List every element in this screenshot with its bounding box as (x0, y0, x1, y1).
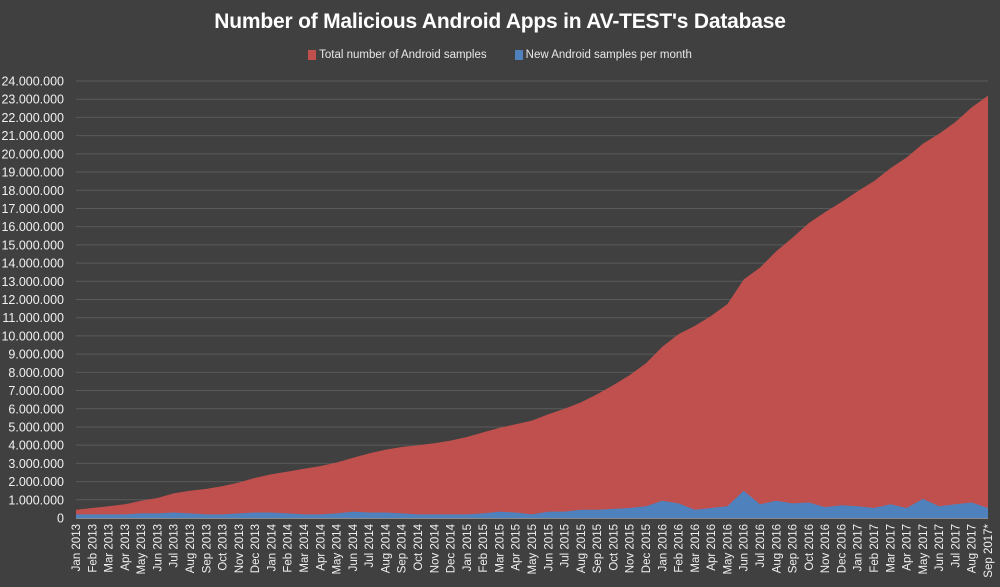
y-tick-label: 12.000.000 (1, 293, 64, 307)
legend-swatch-new (514, 50, 523, 60)
x-tick-label: Apr 2014 (315, 523, 327, 570)
x-tick-label: Oct 2015 (608, 524, 620, 571)
x-tick-label: Mar 2014 (299, 523, 311, 572)
y-tick-label: 10.000.000 (1, 329, 64, 343)
legend-item-new: New Android samples per month (514, 49, 692, 61)
x-tick-label: Mar 2016 (690, 524, 702, 573)
x-tick-label: Apr 2013 (120, 524, 132, 571)
x-tick-label: Jun 2015 (543, 524, 555, 571)
x-tick-label: Jul 2017 (950, 524, 962, 567)
x-tick-label: Jul 2016 (755, 524, 767, 567)
x-tick-label: Mar 2013 (104, 524, 116, 573)
x-tick-label: Feb 2013 (87, 524, 99, 573)
legend-swatch-total (308, 50, 317, 60)
x-tick-label: Mar 2017 (885, 524, 897, 573)
y-tick-label: 13.000.000 (1, 275, 64, 289)
y-tick-label: 4.000.000 (8, 439, 64, 453)
x-tick-label: Feb 2017 (869, 524, 881, 573)
x-tick-label: Sep 2014 (397, 523, 409, 573)
x-tick-label: Mar 2015 (494, 524, 506, 573)
x-tick-label: Nov 2016 (820, 524, 832, 573)
x-tick-label: May 2017 (918, 524, 930, 575)
y-tick-label: 21.000.000 (1, 129, 64, 143)
y-tick-label: 3.000.000 (8, 457, 64, 471)
y-tick-label: 24.000.000 (1, 75, 64, 89)
x-tick-label: Jul 2014 (364, 523, 376, 567)
y-tick-label: 23.000.000 (1, 93, 64, 107)
legend-label-total: Total number of Android samples (319, 49, 487, 61)
x-tick-label: Oct 2014 (413, 523, 425, 570)
x-tick-label: Nov 2015 (625, 524, 637, 573)
x-axis: Jan 2013 Feb 2013 Mar 2013 Apr 2013 May 2013… (71, 523, 995, 577)
x-tick-label: Feb 2016 (674, 524, 686, 573)
x-tick-label: Aug 2017 (967, 524, 979, 573)
x-tick-label: Aug 2014 (380, 523, 392, 573)
x-tick-label: Jul 2013 (169, 524, 181, 567)
x-tick-label: Dec 2013 (250, 524, 262, 573)
x-tick-label: Jun 2017 (934, 524, 946, 571)
area-series-total (76, 95, 988, 518)
y-tick-label: 19.000.000 (1, 166, 64, 180)
y-axis: 0 1.000.000 2.000.000 3.000.000 4.000.000 5.0… (1, 75, 64, 526)
y-tick-label: 14.000.000 (1, 257, 64, 271)
y-tick-label: 16.000.000 (1, 220, 64, 234)
x-tick-label: Dec 2016 (836, 524, 848, 573)
x-tick-label: Jan 2013 (71, 524, 83, 571)
y-tick-label: 1.000.000 (8, 493, 64, 507)
y-tick-label: 17.000.000 (1, 202, 64, 216)
x-tick-label: May 2014 (332, 523, 344, 574)
chart-title: Number of Malicious Android Apps in AV-T… (214, 10, 786, 33)
x-tick-label: Dec 2014 (446, 523, 458, 573)
x-tick-label: Oct 2016 (804, 524, 816, 571)
x-tick-label: Dec 2015 (641, 524, 653, 573)
y-tick-label: 6.000.000 (8, 402, 64, 416)
x-tick-label: Sep 2016 (788, 524, 800, 573)
y-tick-label: 9.000.000 (8, 348, 64, 362)
x-tick-label: Aug 2015 (576, 524, 588, 573)
x-tick-label: Nov 2013 (234, 524, 246, 573)
y-tick-label: 7.000.000 (8, 384, 64, 398)
y-tick-label: 8.000.000 (8, 366, 64, 380)
y-tick-label: 20.000.000 (1, 147, 64, 161)
y-tick-label: 0 (57, 512, 64, 526)
x-tick-label: Apr 2015 (511, 524, 523, 571)
x-tick-label: Sep 2013 (201, 524, 213, 573)
x-tick-label: Nov 2014 (429, 523, 441, 573)
y-tick-label: 2.000.000 (8, 475, 64, 489)
area-series-new (76, 490, 988, 518)
x-tick-label: Jan 2014 (266, 523, 278, 571)
x-tick-label: Feb 2015 (478, 524, 490, 573)
x-tick-label: Jan 2016 (657, 524, 669, 571)
y-tick-label: 15.000.000 (1, 238, 64, 252)
y-tick-label: 11.000.000 (2, 311, 64, 325)
x-tick-label: May 2013 (136, 524, 148, 575)
y-tick-label: 5.000.000 (8, 420, 64, 434)
x-tick-label: Aug 2013 (185, 524, 197, 573)
legend-label-new: New Android samples per month (525, 49, 692, 61)
x-tick-label: Jun 2013 (152, 524, 164, 571)
x-tick-label: Jun 2014 (348, 523, 360, 571)
x-tick-label: May 2015 (527, 524, 539, 575)
x-tick-label: May 2016 (722, 524, 734, 575)
x-tick-label: Jul 2015 (560, 524, 572, 567)
x-tick-label: Jun 2016 (739, 524, 751, 571)
chart-legend: Total number of Android samples New Andr… (0, 49, 1000, 61)
x-tick-label: Sep 2017* (983, 523, 995, 577)
legend-item-total: Total number of Android samples (308, 49, 487, 61)
x-tick-label: Jan 2017 (853, 524, 865, 571)
x-tick-label: Jan 2015 (462, 524, 474, 571)
y-tick-label: 22.000.000 (1, 111, 64, 125)
x-tick-label: Apr 2017 (902, 524, 914, 571)
y-tick-label: 18.000.000 (1, 184, 64, 198)
x-tick-label: Sep 2015 (592, 524, 604, 573)
x-tick-label: Aug 2016 (771, 524, 783, 573)
x-tick-label: Apr 2016 (706, 524, 718, 571)
x-tick-label: Oct 2013 (218, 524, 230, 571)
x-tick-label: Feb 2014 (283, 523, 295, 572)
